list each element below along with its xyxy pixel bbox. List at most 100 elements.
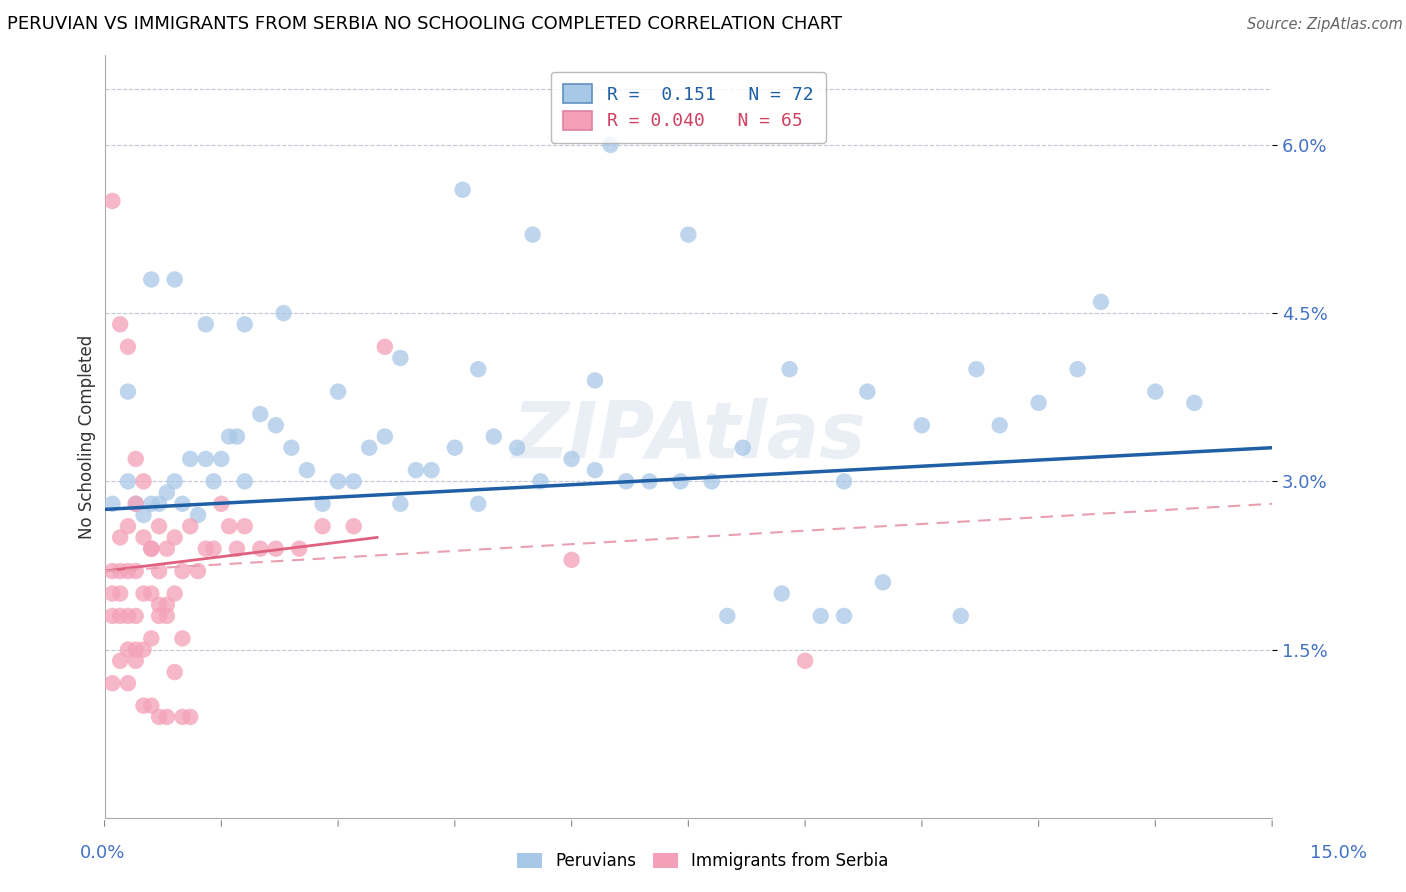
- Point: [420, 463, 443, 477]
- Point: [326, 475, 349, 489]
- Point: [132, 475, 155, 489]
- Point: [163, 531, 186, 545]
- Point: [108, 318, 131, 332]
- Point: [209, 497, 232, 511]
- Point: [117, 384, 139, 399]
- Point: [583, 373, 606, 387]
- Point: [343, 519, 366, 533]
- Point: [638, 475, 661, 489]
- Point: [125, 497, 148, 511]
- Point: [156, 541, 179, 556]
- Text: Source: ZipAtlas.com: Source: ZipAtlas.com: [1247, 17, 1403, 31]
- Point: [148, 497, 170, 511]
- Point: [179, 710, 201, 724]
- Point: [108, 564, 131, 578]
- Point: [117, 676, 139, 690]
- Point: [101, 564, 124, 578]
- Point: [117, 340, 139, 354]
- Point: [779, 362, 801, 376]
- Point: [389, 497, 412, 511]
- Point: [1028, 396, 1050, 410]
- Point: [141, 497, 163, 511]
- Point: [1066, 362, 1088, 376]
- Point: [117, 475, 139, 489]
- Point: [218, 429, 240, 443]
- Text: ZIPAtlas: ZIPAtlas: [512, 399, 865, 475]
- Point: [288, 541, 311, 556]
- Point: [832, 475, 855, 489]
- Text: 15.0%: 15.0%: [1310, 844, 1367, 862]
- Text: PERUVIAN VS IMMIGRANTS FROM SERBIA NO SCHOOLING COMPLETED CORRELATION CHART: PERUVIAN VS IMMIGRANTS FROM SERBIA NO SC…: [7, 14, 842, 32]
- Point: [832, 609, 855, 624]
- Legend: R =  0.151   N = 72, R = 0.040   N = 65: R = 0.151 N = 72, R = 0.040 N = 65: [551, 71, 825, 143]
- Point: [444, 441, 467, 455]
- Point: [101, 586, 124, 600]
- Y-axis label: No Schooling Completed: No Schooling Completed: [79, 334, 96, 539]
- Point: [117, 642, 139, 657]
- Point: [326, 384, 349, 399]
- Point: [141, 541, 163, 556]
- Point: [233, 519, 256, 533]
- Point: [156, 598, 179, 612]
- Point: [233, 475, 256, 489]
- Point: [125, 642, 148, 657]
- Point: [108, 654, 131, 668]
- Point: [101, 609, 124, 624]
- Point: [172, 497, 194, 511]
- Point: [226, 541, 249, 556]
- Point: [148, 598, 170, 612]
- Point: [101, 676, 124, 690]
- Point: [163, 586, 186, 600]
- Point: [1090, 294, 1112, 309]
- Text: 0.0%: 0.0%: [80, 844, 125, 862]
- Point: [141, 698, 163, 713]
- Point: [280, 441, 302, 455]
- Point: [561, 451, 583, 466]
- Point: [202, 475, 225, 489]
- Point: [273, 306, 295, 320]
- Point: [467, 497, 489, 511]
- Point: [125, 564, 148, 578]
- Point: [101, 497, 124, 511]
- Point: [141, 541, 163, 556]
- Point: [141, 586, 163, 600]
- Point: [374, 340, 396, 354]
- Point: [669, 475, 692, 489]
- Point: [163, 475, 186, 489]
- Point: [614, 475, 637, 489]
- Point: [117, 609, 139, 624]
- Point: [132, 698, 155, 713]
- Point: [1144, 384, 1167, 399]
- Point: [218, 519, 240, 533]
- Point: [156, 609, 179, 624]
- Point: [770, 586, 793, 600]
- Point: [194, 541, 217, 556]
- Point: [209, 451, 232, 466]
- Point: [141, 272, 163, 286]
- Point: [311, 519, 333, 533]
- Point: [343, 475, 366, 489]
- Point: [794, 654, 817, 668]
- Point: [141, 632, 163, 646]
- Point: [700, 475, 723, 489]
- Point: [172, 564, 194, 578]
- Point: [125, 609, 148, 624]
- Point: [132, 642, 155, 657]
- Point: [117, 519, 139, 533]
- Point: [359, 441, 381, 455]
- Point: [965, 362, 987, 376]
- Point: [156, 485, 179, 500]
- Point: [467, 362, 489, 376]
- Point: [506, 441, 529, 455]
- Point: [226, 429, 249, 443]
- Point: [156, 710, 179, 724]
- Point: [187, 564, 209, 578]
- Point: [148, 519, 170, 533]
- Point: [522, 227, 544, 242]
- Point: [264, 541, 287, 556]
- Point: [451, 183, 474, 197]
- Point: [233, 318, 256, 332]
- Point: [1182, 396, 1205, 410]
- Point: [678, 227, 700, 242]
- Point: [148, 710, 170, 724]
